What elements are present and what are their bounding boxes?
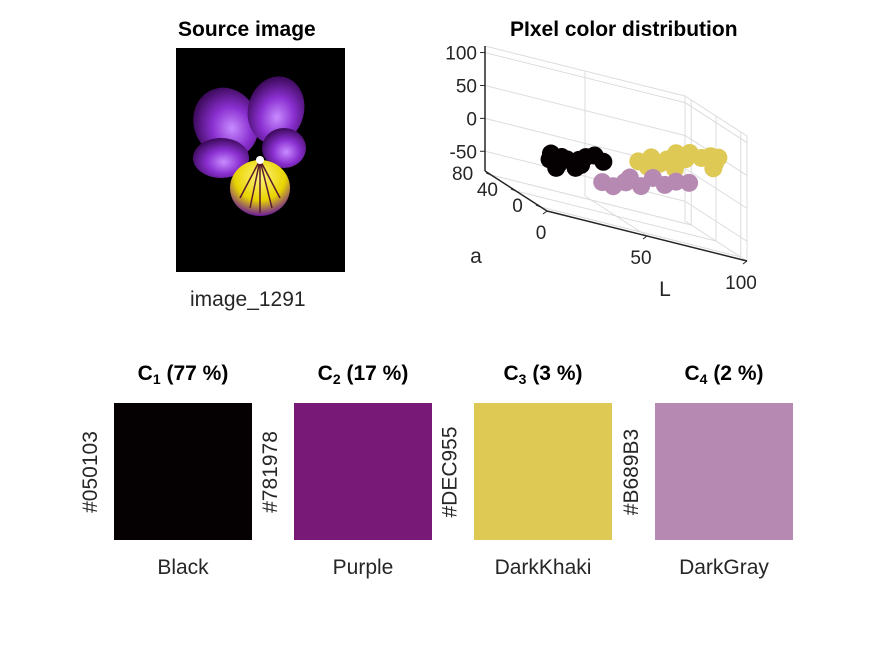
data-point (680, 173, 699, 192)
y-tick-label: 0 (512, 196, 523, 217)
grid-line (484, 84, 686, 136)
x-tick-label: 50 (630, 248, 651, 269)
swatch-name-3: DarkKhaki (494, 556, 592, 579)
data-point (594, 152, 613, 171)
source-image-title: Source image (178, 18, 316, 41)
color-swatch-4 (655, 403, 793, 540)
y-tick-label: 80 (452, 164, 473, 185)
swatch-name-2: Purple (332, 556, 394, 579)
color-swatch-1 (114, 403, 252, 540)
grid-line (484, 52, 686, 104)
data-point (705, 154, 724, 173)
y-tick (510, 188, 517, 192)
chart-title: PIxel color distribution (510, 18, 738, 41)
grid-line (491, 174, 692, 226)
color-swatch-2 (294, 403, 432, 540)
x-tick (742, 260, 748, 265)
swatch-name-1: Black (157, 556, 209, 579)
y-tick (535, 204, 541, 208)
data-point (541, 144, 560, 163)
z-tick-label: -50 (450, 142, 477, 163)
data-point (572, 155, 591, 174)
y-tick-label: 40 (477, 180, 498, 201)
image-caption: image_1291 (190, 288, 306, 311)
box-edge (684, 95, 748, 137)
data-point (642, 148, 661, 167)
z-tick-label: 100 (445, 46, 477, 65)
swatch-hex-3: #DEC955 (439, 425, 462, 518)
grid-line (515, 190, 717, 242)
box-edge (484, 46, 686, 97)
data-point (632, 177, 651, 196)
data-point (665, 159, 684, 178)
grid-line (684, 200, 748, 242)
swatch-title-4: C4 (2 %) (684, 362, 764, 387)
swatch-hex-4: #B689B3 (620, 428, 644, 515)
chart-points (540, 143, 728, 196)
swatch-hex-1: #050103 (79, 430, 103, 513)
swatch-title-1: C1 (77 %) (137, 362, 229, 387)
grid-line (484, 150, 686, 202)
y-axis-label: a (470, 245, 482, 268)
x-tick (642, 235, 648, 240)
grid-line (684, 167, 748, 209)
flower-graphic (193, 76, 306, 216)
x-tick (542, 210, 548, 215)
data-point (615, 173, 634, 192)
source-image (176, 48, 345, 272)
grid-line (684, 102, 748, 143)
data-point (667, 144, 686, 163)
chart-axes (480, 46, 748, 265)
data-point (680, 143, 699, 162)
x-tick-label: 0 (536, 223, 547, 244)
data-point (667, 172, 685, 191)
x-tick-label: 100 (725, 273, 757, 294)
swatch-hex-2: #781978 (259, 430, 283, 513)
swatch-name-4: DarkGray (679, 556, 769, 579)
z-tick-label: 0 (466, 109, 477, 130)
swatch-title-2: C2 (17 %) (317, 362, 409, 387)
z-tick-label: 50 (456, 76, 477, 97)
swatch-title-3: C3 (3 %) (503, 362, 583, 387)
color-swatch-3 (474, 403, 612, 540)
y-tick (486, 172, 492, 176)
x-axis-label: L (659, 278, 671, 301)
grid-line (540, 206, 741, 258)
